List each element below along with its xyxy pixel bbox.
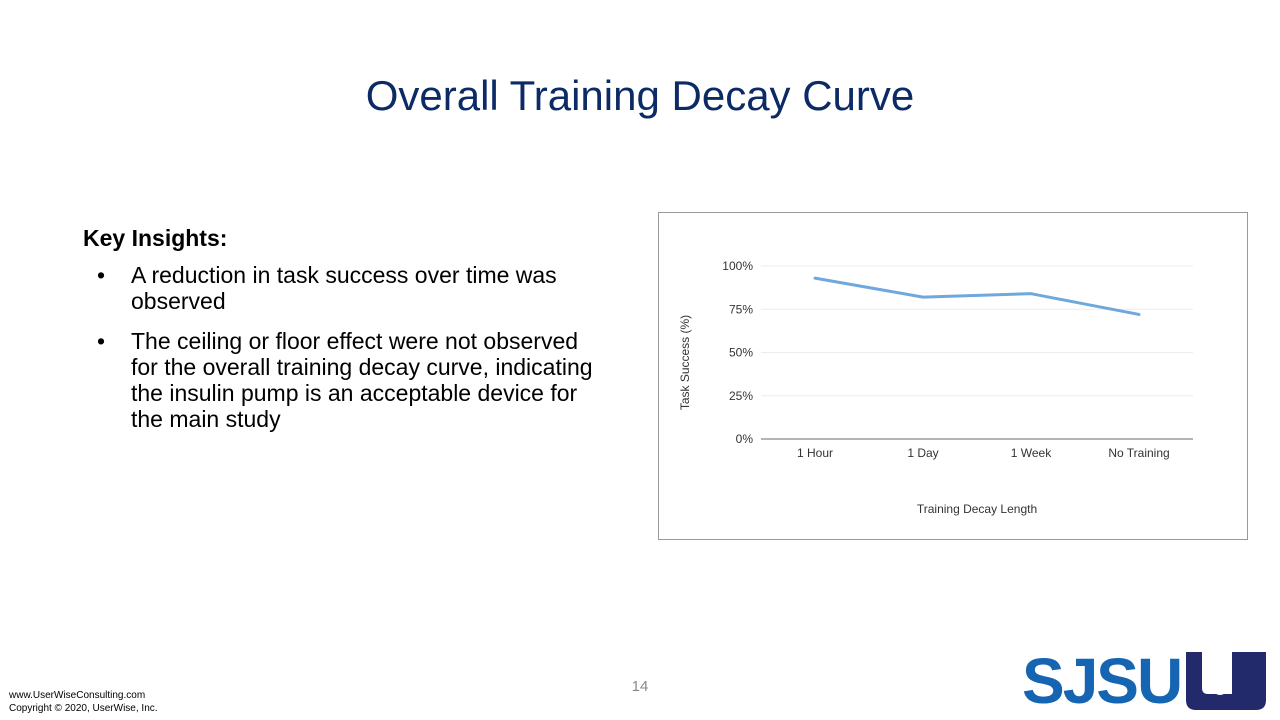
insight-text: A reduction in task success over time wa…: [131, 262, 557, 314]
insight-text: The ceiling or floor effect were not obs…: [131, 328, 593, 432]
x-tick-label: 1 Day: [907, 446, 938, 460]
insight-bullet: • A reduction in task success over time …: [83, 262, 603, 314]
key-insights: Key Insights: • A reduction in task succ…: [83, 225, 603, 446]
series-line: [813, 276, 1141, 316]
decay-line-chart: 0% 25% 50% 75% 100% 1 Hour 1 Day 1 Week No Train…: [678, 259, 1193, 516]
chart-container: 0% 25% 50% 75% 100% 1 Hour 1 Day 1 Week No Train…: [658, 212, 1248, 540]
x-tick-label: 1 Hour: [797, 446, 833, 460]
sjsu-logo: SJSU: [1022, 645, 1183, 717]
y-tick-label: 50%: [729, 346, 753, 360]
insights-heading: Key Insights:: [83, 225, 228, 251]
footer-copyright: Copyright © 2020, UserWise, Inc.: [9, 703, 158, 714]
bullet-icon: •: [97, 262, 106, 288]
slide-title: Overall Training Decay Curve: [365, 72, 915, 119]
x-tick-label: 1 Week: [1011, 446, 1052, 460]
x-tick-label: No Training: [1108, 446, 1169, 460]
y-axis-title: Task Success (%): [678, 315, 692, 410]
footer: www.UserWiseConsulting.com Copyright © 2…: [9, 689, 158, 715]
insight-bullet: • The ceiling or floor effect were not o…: [83, 328, 603, 432]
y-tick-label: 25%: [729, 389, 753, 403]
y-tick-label: 100%: [722, 259, 753, 273]
footer-url: www.UserWiseConsulting.com: [9, 690, 146, 701]
page-number: 14: [631, 678, 649, 695]
insights-list: • A reduction in task success over time …: [83, 262, 603, 432]
bullet-icon: •: [97, 328, 106, 354]
x-axis-title: Training Decay Length: [917, 502, 1037, 516]
y-tick-label: 0%: [736, 432, 754, 446]
userwise-logo-icon: [1186, 652, 1266, 710]
y-tick-label: 75%: [729, 302, 753, 316]
